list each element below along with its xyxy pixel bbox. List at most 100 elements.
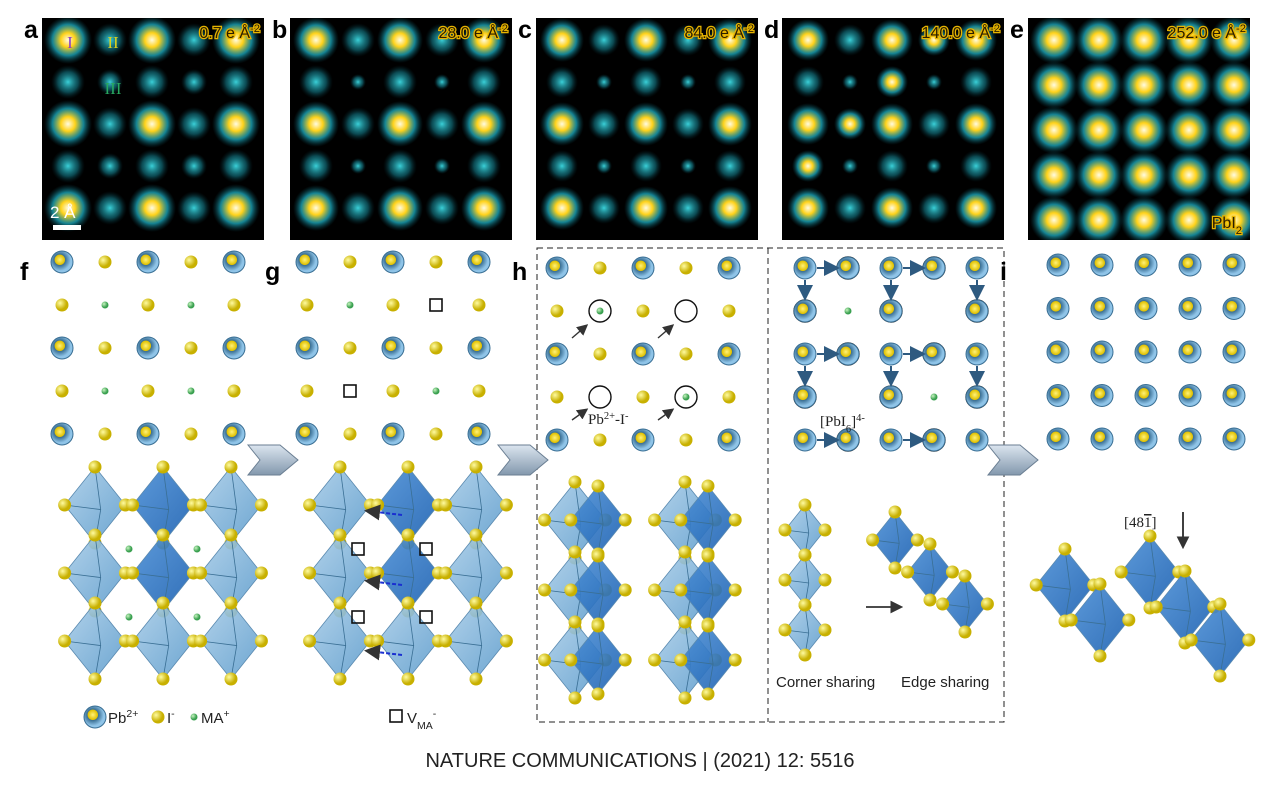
- i-atom: [958, 569, 972, 583]
- spot: [926, 74, 942, 90]
- text-part: V: [407, 710, 417, 727]
- text-part: 28.0 e Å: [438, 23, 498, 42]
- text-part: -2: [250, 23, 260, 35]
- i-atom: [184, 341, 198, 355]
- pb-atom: [1222, 253, 1246, 277]
- arrow: [571, 324, 589, 339]
- ma-atom: [101, 301, 109, 309]
- i-atom: [227, 384, 241, 398]
- spot: [44, 100, 92, 148]
- spot: [212, 18, 260, 64]
- pb-atom: [545, 342, 569, 366]
- text-part: 6: [846, 424, 851, 435]
- i-atom: [439, 634, 453, 648]
- spot: [461, 101, 507, 147]
- i-atom: [593, 347, 607, 361]
- text-part: -2: [498, 23, 508, 35]
- arrow: [657, 408, 675, 421]
- vacancy: [419, 610, 433, 624]
- spot: [708, 18, 752, 62]
- spot: [787, 103, 829, 145]
- i-atom: [343, 427, 357, 441]
- text-part: 2+: [126, 708, 138, 720]
- spot: [792, 150, 824, 182]
- spot: [461, 185, 507, 231]
- text-part: PbI: [1212, 215, 1236, 232]
- ma-atom: [125, 545, 133, 553]
- pb-atom: [1178, 384, 1202, 407]
- pb-atom: [1134, 384, 1158, 407]
- text-part: MA: [417, 720, 433, 732]
- spot: [1075, 106, 1123, 154]
- i-atom: [818, 523, 832, 537]
- i-atom: [429, 255, 443, 269]
- i-atom: [648, 513, 662, 527]
- spot: [1120, 18, 1168, 64]
- text-part: 2+: [604, 411, 615, 422]
- i-atom: [224, 596, 238, 610]
- pb-atom: [295, 250, 319, 274]
- i-atom: [386, 384, 400, 398]
- text-part: ]: [851, 414, 856, 430]
- i-atom: [618, 513, 632, 527]
- pb-atom: [381, 336, 405, 360]
- spot: [588, 192, 620, 224]
- pb-atom: [1090, 297, 1114, 320]
- phase-label: PbI2: [1212, 215, 1242, 237]
- i-atom: [469, 596, 483, 610]
- spot: [1030, 151, 1078, 199]
- spot: [630, 66, 662, 98]
- i-atom: [156, 528, 170, 542]
- pb-atom: [1046, 340, 1070, 364]
- spot: [876, 150, 908, 182]
- vacancy: [389, 709, 403, 723]
- text-part: +: [224, 708, 230, 720]
- ma-atom: [193, 545, 201, 553]
- spot: [128, 18, 176, 64]
- i-atom: [333, 460, 347, 474]
- panel-letter: f: [20, 258, 29, 286]
- i-atom: [1114, 565, 1128, 579]
- i-atom: [1029, 578, 1043, 592]
- pb-atom: [545, 256, 569, 280]
- spot: [1210, 151, 1250, 199]
- i-atom: [538, 513, 552, 527]
- text-part: 0.7 e Å: [199, 23, 250, 42]
- spot: [135, 149, 169, 183]
- i-atom: [936, 597, 950, 611]
- spot: [177, 191, 211, 225]
- pb-atom: [136, 422, 160, 446]
- ma-atom: [346, 301, 354, 309]
- spot: [467, 65, 501, 99]
- spot: [842, 158, 858, 174]
- i-atom: [303, 634, 317, 648]
- text-part: Pb: [588, 412, 604, 428]
- pb-atom: [1090, 384, 1114, 407]
- pb-atom: [922, 342, 946, 366]
- i-atom: [343, 255, 357, 269]
- pb-atom: [631, 428, 655, 452]
- spot: [1210, 18, 1250, 64]
- dose-label: 140.0 e Å-2: [922, 23, 1000, 42]
- spot: [212, 184, 260, 232]
- spot: [177, 107, 211, 141]
- pb-atom: [1134, 253, 1158, 277]
- dose-label: 252.0 e Å-2: [1168, 23, 1246, 42]
- i-atom: [958, 625, 972, 639]
- spot: [1030, 106, 1078, 154]
- i-atom: [469, 528, 483, 542]
- ma-atom: [193, 613, 201, 621]
- text-part: 140.0 e Å: [922, 23, 991, 42]
- spot: [1165, 151, 1213, 199]
- spot: [293, 18, 339, 63]
- i-atom: [472, 298, 486, 312]
- i-atom: [866, 533, 880, 547]
- panel-letter: e: [1010, 16, 1024, 44]
- pb-atom: [1222, 427, 1246, 451]
- spot: [680, 158, 696, 174]
- i-atom: [300, 384, 314, 398]
- vacancy: [351, 610, 365, 624]
- pb-atom: [879, 342, 903, 366]
- i-atom: [591, 687, 605, 701]
- pb-atom: [381, 422, 405, 446]
